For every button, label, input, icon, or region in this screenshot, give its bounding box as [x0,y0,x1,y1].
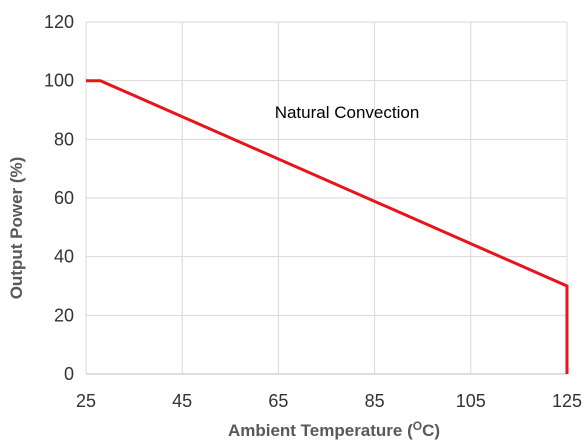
grid [85,21,568,375]
x-tick-label-45: 45 [172,391,192,411]
y-tick-label-60: 60 [54,188,74,208]
x-tick-label-125: 125 [552,391,582,411]
x-axis-title: Ambient Temperature (OC) [228,419,440,440]
x-axis-title-suffix: C) [422,421,440,440]
y-tick-label-20: 20 [54,305,74,325]
x-tick-label-105: 105 [456,391,486,411]
x-axis-ticks: 25 45 65 85 105 125 [76,391,582,411]
x-tick-label-25: 25 [76,391,96,411]
series-line-0 [86,79,569,374]
y-tick-label-120: 120 [44,12,74,32]
y-tick-label-100: 100 [44,71,74,91]
series-layer [86,79,569,374]
annotation-natural-convection: Natural Convection [275,103,420,122]
x-tick-label-65: 65 [268,391,288,411]
x-axis-title-main: Ambient Temperature ( [228,421,413,440]
y-tick-label-80: 80 [54,129,74,149]
x-axis-title-superscript: O [413,419,422,433]
y-tick-label-0: 0 [64,364,74,384]
y-axis-ticks: 0 20 40 60 80 100 120 [44,12,74,384]
x-tick-label-85: 85 [365,391,385,411]
y-axis-title: Output Power (%) [7,157,26,300]
y-tick-label-40: 40 [54,247,74,267]
